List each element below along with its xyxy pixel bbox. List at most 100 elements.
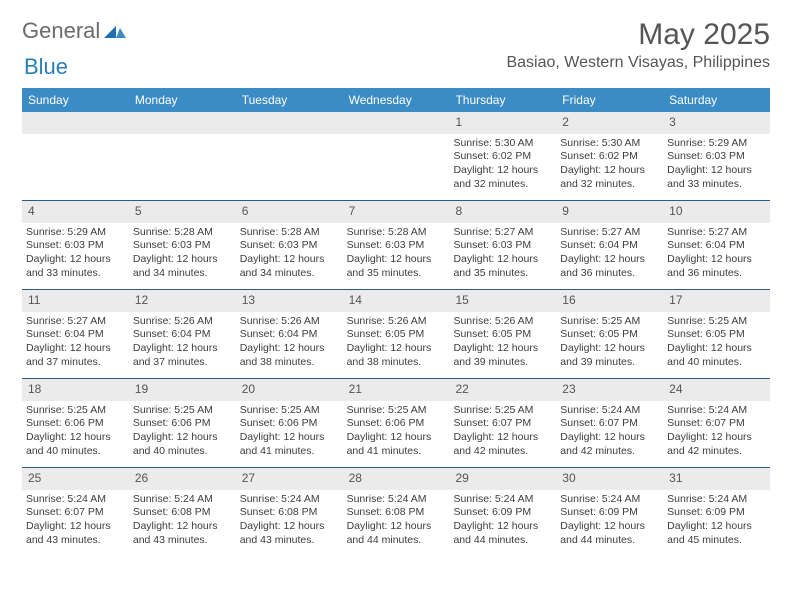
weekday-header: Friday xyxy=(556,88,663,112)
calendar-day xyxy=(236,112,343,200)
weekday-header: Saturday xyxy=(663,88,770,112)
day-details: Sunrise: 5:27 AM Sunset: 6:03 PM Dayligh… xyxy=(453,226,552,281)
calendar-day: 26 Sunrise: 5:24 AM Sunset: 6:08 PM Dayli… xyxy=(129,468,236,556)
day-number: 26 xyxy=(129,468,236,490)
day-number: 22 xyxy=(449,379,556,401)
calendar-day: 29 Sunrise: 5:24 AM Sunset: 6:09 PM Dayli… xyxy=(449,468,556,556)
calendar-day: 17Sunrise: 5:25 AM Sunset: 6:05 PM Dayli… xyxy=(663,290,770,378)
day-details: Sunrise: 5:24 AM Sunset: 6:08 PM Dayligh… xyxy=(240,493,339,548)
day-details: Sunrise: 5:28 AM Sunset: 6:03 PM Dayligh… xyxy=(347,226,446,281)
calendar-day: 2 Sunrise: 5:30 AM Sunset: 6:02 PM Daylig… xyxy=(556,112,663,200)
calendar-day: 16 Sunrise: 5:25 AM Sunset: 6:05 PM Dayli… xyxy=(556,290,663,378)
day-details: Sunrise: 5:30 AM Sunset: 6:02 PM Dayligh… xyxy=(560,137,659,192)
day-details: Sunrise: 5:27 AM Sunset: 6:04 PM Dayligh… xyxy=(26,315,125,370)
calendar-day: 24Sunrise: 5:24 AM Sunset: 6:07 PM Dayli… xyxy=(663,379,770,467)
weekday-header: Tuesday xyxy=(236,88,343,112)
calendar-week: 1Sunrise: 5:30 AM Sunset: 6:02 PM Daylig… xyxy=(22,112,770,200)
day-details: Sunrise: 5:26 AM Sunset: 6:05 PM Dayligh… xyxy=(347,315,446,370)
weekday-header: Wednesday xyxy=(343,88,450,112)
day-details: Sunrise: 5:25 AM Sunset: 6:05 PM Dayligh… xyxy=(560,315,659,370)
day-details: Sunrise: 5:25 AM Sunset: 6:06 PM Dayligh… xyxy=(26,404,125,459)
day-details: Sunrise: 5:27 AM Sunset: 6:04 PM Dayligh… xyxy=(560,226,659,281)
calendar-day: 25 Sunrise: 5:24 AM Sunset: 6:07 PM Dayli… xyxy=(22,468,129,556)
day-number: 13 xyxy=(236,290,343,312)
day-number: 20 xyxy=(236,379,343,401)
day-number xyxy=(343,112,450,134)
day-details: Sunrise: 5:25 AM Sunset: 6:06 PM Dayligh… xyxy=(347,404,446,459)
calendar-day: 12 Sunrise: 5:26 AM Sunset: 6:04 PM Dayli… xyxy=(129,290,236,378)
day-details: Sunrise: 5:29 AM Sunset: 6:03 PM Dayligh… xyxy=(667,137,766,192)
day-number: 16 xyxy=(556,290,663,312)
day-number: 29 xyxy=(449,468,556,490)
calendar-day: 11 Sunrise: 5:27 AM Sunset: 6:04 PM Dayli… xyxy=(22,290,129,378)
weekday-header-row: SundayMondayTuesdayWednesdayThursdayFrid… xyxy=(22,88,770,112)
day-number: 9 xyxy=(556,201,663,223)
weekday-header: Sunday xyxy=(22,88,129,112)
calendar-day: 18Sunrise: 5:25 AM Sunset: 6:06 PM Dayli… xyxy=(22,379,129,467)
location-text: Basiao, Western Visayas, Philippines xyxy=(506,54,770,72)
day-number: 7 xyxy=(343,201,450,223)
calendar-day: 9 Sunrise: 5:27 AM Sunset: 6:04 PM Daylig… xyxy=(556,201,663,289)
day-number: 2 xyxy=(556,112,663,134)
day-number: 5 xyxy=(129,201,236,223)
day-number: 21 xyxy=(343,379,450,401)
day-number: 14 xyxy=(343,290,450,312)
day-details: Sunrise: 5:25 AM Sunset: 6:06 PM Dayligh… xyxy=(133,404,232,459)
day-number: 27 xyxy=(236,468,343,490)
calendar-day: 14 Sunrise: 5:26 AM Sunset: 6:05 PM Dayli… xyxy=(343,290,450,378)
day-number: 23 xyxy=(556,379,663,401)
calendar-week: 18Sunrise: 5:25 AM Sunset: 6:06 PM Dayli… xyxy=(22,378,770,467)
calendar-day: 15 Sunrise: 5:26 AM Sunset: 6:05 PM Dayli… xyxy=(449,290,556,378)
calendar-day: 28Sunrise: 5:24 AM Sunset: 6:08 PM Dayli… xyxy=(343,468,450,556)
calendar-day: 31Sunrise: 5:24 AM Sunset: 6:09 PM Dayli… xyxy=(663,468,770,556)
calendar-day: 3 Sunrise: 5:29 AM Sunset: 6:03 PM Daylig… xyxy=(663,112,770,200)
calendar-day: 27 Sunrise: 5:24 AM Sunset: 6:08 PM Dayli… xyxy=(236,468,343,556)
calendar-page: General May 2025 Basiao, Western Visayas… xyxy=(0,0,792,556)
calendar-week: 4 Sunrise: 5:29 AM Sunset: 6:03 PM Daylig… xyxy=(22,200,770,289)
day-details: Sunrise: 5:28 AM Sunset: 6:03 PM Dayligh… xyxy=(240,226,339,281)
day-details: Sunrise: 5:26 AM Sunset: 6:04 PM Dayligh… xyxy=(133,315,232,370)
day-number: 28 xyxy=(343,468,450,490)
calendar-grid: SundayMondayTuesdayWednesdayThursdayFrid… xyxy=(22,88,770,556)
calendar-day: 8 Sunrise: 5:27 AM Sunset: 6:03 PM Daylig… xyxy=(449,201,556,289)
day-number: 12 xyxy=(129,290,236,312)
day-details: Sunrise: 5:24 AM Sunset: 6:07 PM Dayligh… xyxy=(26,493,125,548)
weekday-header: Monday xyxy=(129,88,236,112)
weekday-header: Thursday xyxy=(449,88,556,112)
calendar-day: 13 Sunrise: 5:26 AM Sunset: 6:04 PM Dayli… xyxy=(236,290,343,378)
calendar-day xyxy=(343,112,450,200)
day-details: Sunrise: 5:26 AM Sunset: 6:04 PM Dayligh… xyxy=(240,315,339,370)
calendar-day: 22 Sunrise: 5:25 AM Sunset: 6:07 PM Dayli… xyxy=(449,379,556,467)
day-details: Sunrise: 5:24 AM Sunset: 6:09 PM Dayligh… xyxy=(453,493,552,548)
brand-text-general: General xyxy=(22,18,100,44)
brand-logo: General xyxy=(22,18,126,44)
calendar-week: 25 Sunrise: 5:24 AM Sunset: 6:07 PM Dayli… xyxy=(22,467,770,556)
day-number: 3 xyxy=(663,112,770,134)
day-number: 8 xyxy=(449,201,556,223)
day-details: Sunrise: 5:28 AM Sunset: 6:03 PM Dayligh… xyxy=(133,226,232,281)
day-number: 25 xyxy=(22,468,129,490)
brand-mark-icon xyxy=(104,18,126,44)
day-details: Sunrise: 5:27 AM Sunset: 6:04 PM Dayligh… xyxy=(667,226,766,281)
day-number xyxy=(22,112,129,134)
calendar-day: 6Sunrise: 5:28 AM Sunset: 6:03 PM Daylig… xyxy=(236,201,343,289)
day-details: Sunrise: 5:26 AM Sunset: 6:05 PM Dayligh… xyxy=(453,315,552,370)
calendar-day: 10 Sunrise: 5:27 AM Sunset: 6:04 PM Dayli… xyxy=(663,201,770,289)
day-number: 11 xyxy=(22,290,129,312)
day-number xyxy=(129,112,236,134)
calendar-day: 23Sunrise: 5:24 AM Sunset: 6:07 PM Dayli… xyxy=(556,379,663,467)
day-number: 10 xyxy=(663,201,770,223)
weeks-container: 1Sunrise: 5:30 AM Sunset: 6:02 PM Daylig… xyxy=(22,112,770,556)
day-details: Sunrise: 5:24 AM Sunset: 6:08 PM Dayligh… xyxy=(133,493,232,548)
day-details: Sunrise: 5:29 AM Sunset: 6:03 PM Dayligh… xyxy=(26,226,125,281)
day-details: Sunrise: 5:24 AM Sunset: 6:09 PM Dayligh… xyxy=(667,493,766,548)
day-number: 4 xyxy=(22,201,129,223)
day-details: Sunrise: 5:25 AM Sunset: 6:07 PM Dayligh… xyxy=(453,404,552,459)
calendar-day: 5 Sunrise: 5:28 AM Sunset: 6:03 PM Daylig… xyxy=(129,201,236,289)
calendar-day xyxy=(22,112,129,200)
day-number: 30 xyxy=(556,468,663,490)
day-number xyxy=(236,112,343,134)
day-number: 15 xyxy=(449,290,556,312)
month-title: May 2025 xyxy=(506,18,770,52)
day-details: Sunrise: 5:25 AM Sunset: 6:05 PM Dayligh… xyxy=(667,315,766,370)
